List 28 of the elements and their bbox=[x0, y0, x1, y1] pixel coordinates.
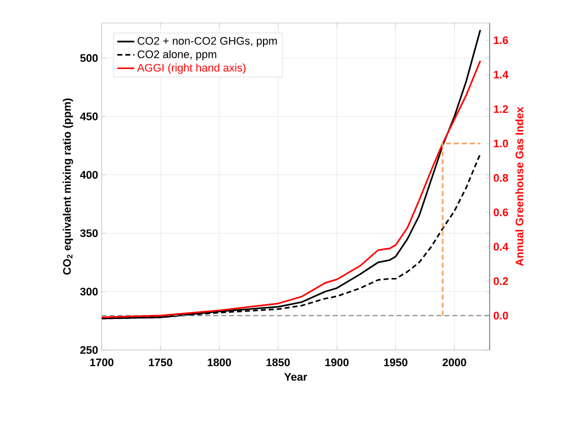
y-tick-label: 400 bbox=[80, 170, 98, 179]
legend-label: CO2 alone, ppm bbox=[138, 50, 216, 60]
y-axis-title: CO$_{2}$ equivalent mixing ratio (ppm) bbox=[62, 98, 74, 275]
x-tick-label: 1900 bbox=[325, 358, 349, 366]
y2-tick-label: 0.4 bbox=[494, 242, 508, 251]
y-tick-label: 350 bbox=[80, 229, 98, 238]
legend-label: CO2 + non-CO2 GHGs, ppm bbox=[138, 37, 277, 47]
x-tick-label: 1700 bbox=[90, 358, 114, 366]
x-tick-label: 1950 bbox=[384, 358, 408, 366]
y2-tick-label: 1.4 bbox=[494, 70, 508, 78]
x-tick-label: 1850 bbox=[266, 358, 290, 366]
y2-tick-label: 0.8 bbox=[494, 174, 508, 182]
y2-tick-label: 0.0 bbox=[494, 312, 508, 320]
y2-axis-title: Annual Greenhouse Gas Index bbox=[515, 106, 524, 266]
legend-label: AGGI (right hand axis) bbox=[137, 64, 246, 74]
x-tick-label: 2000 bbox=[442, 358, 466, 366]
y-tick-label: 250 bbox=[80, 346, 98, 354]
y-tick-label: 450 bbox=[80, 112, 98, 120]
y2-tick-label: 0.6 bbox=[494, 208, 508, 216]
y2-tick-label: 1.6 bbox=[494, 36, 508, 44]
y-tick-label: 300 bbox=[80, 288, 98, 296]
y-tick-label: 500 bbox=[80, 54, 98, 62]
x-axis-title: Year bbox=[284, 373, 308, 381]
y2-tick-label: 0.2 bbox=[494, 277, 508, 286]
x-tick-label: 1800 bbox=[208, 358, 232, 366]
y2-tick-label: 1.0 bbox=[494, 140, 508, 148]
y2-tick-label: 1.2 bbox=[494, 105, 508, 113]
x-tick-label: 1750 bbox=[148, 358, 172, 366]
